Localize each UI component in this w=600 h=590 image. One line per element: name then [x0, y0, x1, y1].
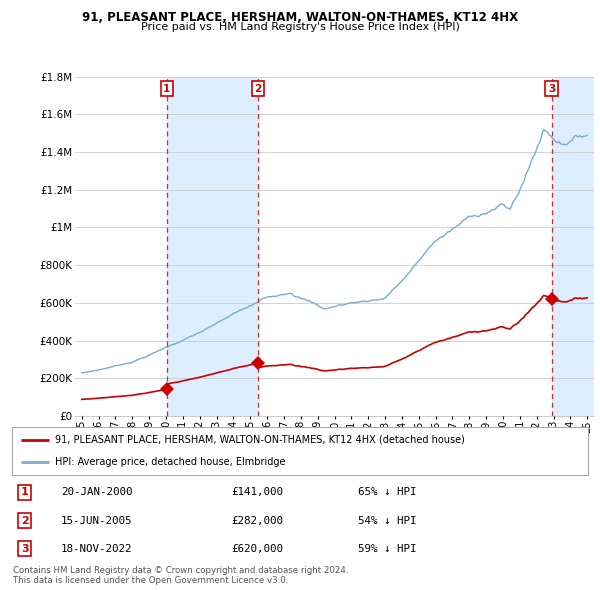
Text: 91, PLEASANT PLACE, HERSHAM, WALTON-ON-THAMES, KT12 4HX (detached house): 91, PLEASANT PLACE, HERSHAM, WALTON-ON-T…: [55, 435, 465, 445]
Text: 2: 2: [21, 516, 29, 526]
Text: 2: 2: [254, 84, 262, 94]
Text: Price paid vs. HM Land Registry's House Price Index (HPI): Price paid vs. HM Land Registry's House …: [140, 22, 460, 32]
Text: £282,000: £282,000: [231, 516, 283, 526]
Text: This data is licensed under the Open Government Licence v3.0.: This data is licensed under the Open Gov…: [13, 576, 289, 585]
Bar: [551, 77, 594, 416]
Text: Contains HM Land Registry data © Crown copyright and database right 2024.: Contains HM Land Registry data © Crown c…: [13, 566, 349, 575]
Bar: [167, 77, 258, 416]
Text: £620,000: £620,000: [231, 544, 283, 554]
Text: £141,000: £141,000: [231, 487, 283, 497]
Text: 59% ↓ HPI: 59% ↓ HPI: [358, 544, 416, 554]
Text: 15-JUN-2005: 15-JUN-2005: [61, 516, 133, 526]
Text: 1: 1: [21, 487, 29, 497]
Text: 91, PLEASANT PLACE, HERSHAM, WALTON-ON-THAMES, KT12 4HX: 91, PLEASANT PLACE, HERSHAM, WALTON-ON-T…: [82, 11, 518, 24]
Text: 3: 3: [548, 84, 555, 94]
Text: 1: 1: [163, 84, 170, 94]
Text: HPI: Average price, detached house, Elmbridge: HPI: Average price, detached house, Elmb…: [55, 457, 286, 467]
Text: 18-NOV-2022: 18-NOV-2022: [61, 544, 133, 554]
Text: 20-JAN-2000: 20-JAN-2000: [61, 487, 133, 497]
Text: 54% ↓ HPI: 54% ↓ HPI: [358, 516, 416, 526]
Text: 65% ↓ HPI: 65% ↓ HPI: [358, 487, 416, 497]
Text: 3: 3: [21, 544, 28, 554]
